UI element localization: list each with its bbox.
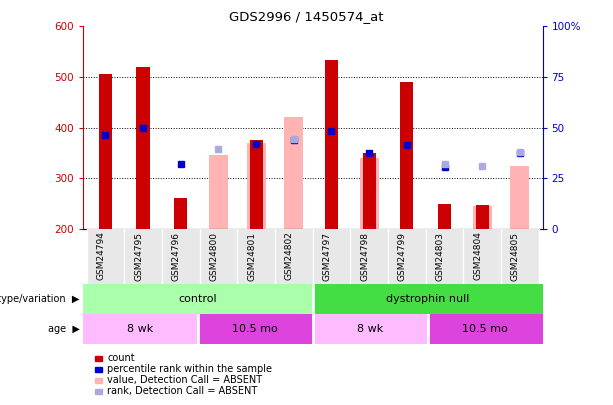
Bar [200,229,237,284]
Text: 8 wk: 8 wk [357,324,383,334]
Bar [473,206,492,229]
Text: GSM24802: GSM24802 [285,232,294,280]
Bar [83,314,197,344]
Bar [501,229,539,284]
Text: GSM24798: GSM24798 [360,232,369,281]
Bar [463,229,501,284]
Bar [511,166,529,229]
Bar [124,229,162,284]
Bar [174,198,188,229]
Text: GDS2996 / 1450574_at: GDS2996 / 1450574_at [229,10,384,23]
Text: GSM24800: GSM24800 [210,232,218,281]
Text: GSM24805: GSM24805 [511,232,520,281]
Bar [362,153,376,229]
Bar [425,229,463,284]
Text: GSM24797: GSM24797 [322,232,332,281]
Text: value, Detection Call = ABSENT: value, Detection Call = ABSENT [107,375,262,385]
Text: 10.5 mo: 10.5 mo [462,324,508,334]
Text: GSM24799: GSM24799 [398,232,407,281]
Text: 10.5 mo: 10.5 mo [232,324,278,334]
Text: GSM24803: GSM24803 [435,232,444,281]
Bar [313,314,428,344]
Bar [99,75,112,229]
Text: GSM24795: GSM24795 [134,232,143,281]
Bar [197,314,313,344]
Bar [476,205,489,229]
Bar [86,229,124,284]
Text: GSM24796: GSM24796 [172,232,181,281]
Text: GSM24794: GSM24794 [96,232,105,280]
Text: GSM24801: GSM24801 [247,232,256,281]
Text: control: control [178,294,217,304]
Bar [209,156,228,229]
Bar [246,143,265,229]
Text: rank, Detection Call = ABSENT: rank, Detection Call = ABSENT [107,386,257,396]
Bar [360,158,379,229]
Bar [83,284,313,314]
Bar [400,82,413,229]
Bar [275,229,313,284]
Bar [237,229,275,284]
Text: percentile rank within the sample: percentile rank within the sample [107,364,272,374]
Bar [249,140,263,229]
Bar [388,229,425,284]
Text: count: count [107,354,135,363]
Text: GSM24804: GSM24804 [473,232,482,280]
Bar [284,117,303,229]
Bar [325,60,338,229]
Text: genotype/variation  ▶: genotype/variation ▶ [0,294,80,304]
Text: age  ▶: age ▶ [48,324,80,334]
Bar [350,229,388,284]
Bar [313,284,543,314]
Bar [438,203,451,229]
Bar [428,314,543,344]
Bar [313,229,350,284]
Bar [162,229,200,284]
Text: 8 wk: 8 wk [127,324,153,334]
Text: dystrophin null: dystrophin null [386,294,470,304]
Bar [137,67,150,229]
